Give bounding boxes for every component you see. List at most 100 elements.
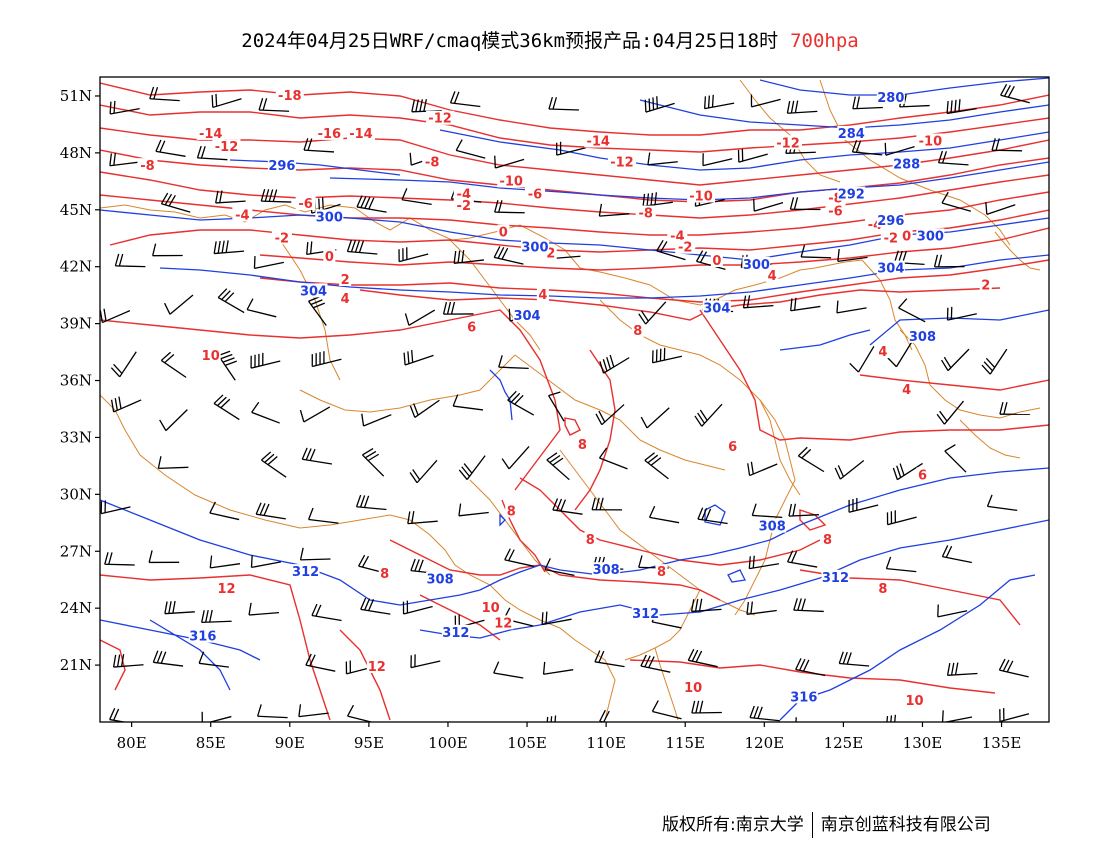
wind-barb (410, 558, 441, 575)
wind-barb (196, 145, 228, 161)
temperature-label-bg (876, 344, 889, 359)
height-label-bg (789, 689, 818, 704)
temperature-label: 10 (202, 349, 220, 364)
wind-barb (940, 348, 970, 372)
lat-tick-label: 33N (60, 428, 92, 446)
lon-tick-label: 110E (586, 734, 626, 752)
wind-barb (834, 459, 865, 480)
temperature-label: -12 (776, 136, 800, 151)
pressure-level: 700hpa (790, 30, 859, 52)
temperature-label-bg (212, 139, 241, 154)
wind-barb (209, 501, 240, 521)
temperature-label: 12 (217, 582, 235, 597)
longitude-axis: 80E 85E 90E 95E 100E 105E 110E 115E 120E 125E 130E… (117, 722, 1021, 752)
wind-barb (644, 96, 675, 113)
wind-barb (941, 191, 972, 212)
height-label: 304 (877, 262, 904, 277)
wind-barb (848, 497, 879, 513)
wind-barb (303, 138, 335, 153)
wind-barb (409, 399, 440, 418)
wind-barb (246, 298, 277, 318)
temperature-label: -4 (235, 208, 249, 223)
wind-barb (795, 717, 797, 722)
lon-tick-label: 115E (665, 734, 705, 752)
temperature-label-bg (631, 323, 644, 338)
wind-barb (852, 96, 883, 110)
wind-barb (750, 94, 781, 108)
temperature-label: 8 (878, 582, 887, 597)
wind-barb (298, 704, 329, 718)
wind-barb (250, 352, 281, 369)
wind-barb (648, 505, 680, 524)
temperature-label-bg (584, 133, 613, 148)
temperature-label-bg (232, 207, 253, 222)
wind-barb (311, 603, 342, 622)
temperature-label: 0 (499, 226, 508, 241)
wind-barb (311, 351, 342, 368)
height-label-bg (876, 89, 905, 104)
wind-barb (257, 704, 288, 719)
temperature-label-bg (524, 186, 545, 201)
height-label: 304 (300, 284, 327, 299)
lon-tick-label: 130E (903, 734, 943, 752)
wind-barb (501, 445, 530, 470)
wind-barb (797, 446, 825, 473)
wind-barbs (100, 84, 1030, 722)
wind-barb (598, 447, 628, 470)
wind-barb (546, 452, 570, 481)
wind-barb (884, 142, 915, 156)
wind-barb (690, 598, 722, 613)
height-label-bg (315, 209, 344, 224)
lat-tick-label: 24N (60, 599, 92, 617)
wind-barb (946, 662, 978, 676)
temperature-label-bg (200, 347, 221, 362)
temperature-label: 2 (981, 279, 990, 294)
footer-separator (811, 812, 813, 838)
height-contours (100, 77, 1049, 721)
lat-tick-label: 27N (60, 542, 92, 560)
temperature-label: 4 (768, 269, 777, 284)
wind-barb (702, 153, 733, 167)
temperature-label: -6 (298, 197, 312, 212)
wind-barb (258, 97, 290, 112)
temperature-label-bg (196, 125, 225, 140)
wind-barb (201, 711, 232, 722)
height-label-bg (299, 283, 328, 298)
wind-barb (152, 650, 184, 667)
height-label: 308 (426, 573, 453, 588)
wind-barb (494, 200, 525, 214)
wind-barb (937, 604, 968, 618)
wind-barb (742, 295, 774, 309)
wind-barb (498, 355, 529, 370)
wind-barb (694, 403, 723, 427)
lon-tick-label: 95E (354, 734, 384, 752)
temperature-label-bg (876, 581, 889, 596)
height-label: 312 (632, 607, 659, 622)
height-label-bg (837, 186, 866, 201)
wind-barb (299, 547, 331, 561)
height-label-bg (631, 605, 660, 620)
temperature-label: 8 (823, 533, 832, 548)
temperature-label: 6 (467, 320, 476, 335)
plot-frame (99, 76, 1050, 723)
wind-barb (656, 239, 686, 261)
temperature-label-bg (137, 158, 158, 173)
temperature-label: -6 (528, 188, 542, 203)
lon-tick-label: 120E (745, 734, 785, 752)
temperature-label: 12 (494, 616, 512, 631)
temperature-label-bg (825, 203, 846, 218)
wind-barb (148, 550, 180, 564)
wind-barb (346, 239, 378, 255)
height-label: 312 (822, 571, 849, 586)
temperature-label-bg (497, 173, 526, 188)
wind-barb (687, 648, 718, 668)
temperature-label-bg (271, 230, 292, 245)
temperature-label: 4 (341, 292, 350, 307)
wind-barb (787, 550, 818, 568)
temperature-label: -10 (499, 174, 523, 189)
wind-barb (407, 511, 438, 525)
temperature-label: -16 (318, 127, 342, 142)
height-label: 304 (703, 301, 730, 316)
wind-barb (836, 300, 867, 314)
contour-labels: -18-16 -14-14-12-12-14-12-12 -10-10-10-8 -8… (137, 87, 992, 709)
